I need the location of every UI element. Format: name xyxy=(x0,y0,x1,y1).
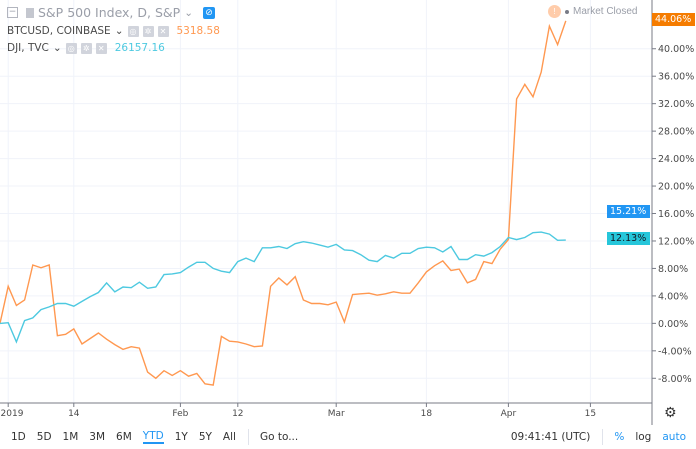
y-tick-label: 0.00% xyxy=(658,319,688,330)
divider xyxy=(602,429,604,445)
y-tick-label: 24.00% xyxy=(658,154,694,165)
x-tick-label: Apr xyxy=(501,409,517,419)
series-line-btcusd xyxy=(0,20,567,386)
range-6m[interactable]: 6M xyxy=(116,431,132,443)
bottom-toolbar: 1D 5D 1M 3M 6M YTD 1Y 5Y All Go to... 09… xyxy=(0,425,696,449)
y-tick-label: 28.00% xyxy=(658,127,694,138)
range-5d[interactable]: 5D xyxy=(36,431,52,443)
y-tick-label: 40.00% xyxy=(658,44,694,55)
flag-icon xyxy=(26,7,34,18)
x-tick-label: 18 xyxy=(421,409,433,419)
close-icon[interactable]: ✕ xyxy=(157,25,169,37)
data-window-icon[interactable]: ⊘ xyxy=(203,6,215,19)
range-3m[interactable]: 3M xyxy=(89,431,106,443)
settings-icon[interactable]: ✲ xyxy=(142,25,154,37)
divider xyxy=(247,429,249,445)
x-tick-label: 12 xyxy=(232,409,243,419)
series-line-dji xyxy=(0,231,566,344)
x-tick-label: 14 xyxy=(68,409,80,419)
eye-icon[interactable]: ◎ xyxy=(127,25,139,37)
y-tick-label: 8.00% xyxy=(658,264,688,275)
range-1m[interactable]: 1M xyxy=(62,431,79,443)
y-tick-label: 36.00% xyxy=(658,72,694,83)
series-label: BTCUSD, COINBASE xyxy=(7,25,111,37)
log-scale-toggle[interactable]: log xyxy=(635,431,652,443)
range-ytd[interactable]: YTD xyxy=(142,430,164,444)
price-chart[interactable]: 40.00% 36.00% 32.00% 28.00% 24.00% 20.00% 16.0… xyxy=(0,0,696,425)
y-tick-label: -8.00% xyxy=(658,374,692,385)
x-tick-label: Mar xyxy=(328,409,345,419)
warning-icon: ! xyxy=(548,5,561,18)
legend-row-dji[interactable]: DJI, TVC ⌄ ◎ ✲ ✕ 26157.16 xyxy=(7,42,165,54)
x-tick-label: 2019 xyxy=(1,409,24,419)
range-1y[interactable]: 1Y xyxy=(174,431,188,443)
goto-button[interactable]: Go to... xyxy=(259,431,299,443)
chevron-down-icon[interactable]: ⌄ xyxy=(52,42,62,54)
price-label-spx: 15.21% xyxy=(607,205,650,218)
settings-icon[interactable]: ✲ xyxy=(80,42,92,54)
y-tick-label: 12.00% xyxy=(658,236,694,247)
x-tick-label: 15 xyxy=(585,409,596,419)
price-label-dji: 12.13% xyxy=(607,232,650,245)
chevron-down-icon[interactable]: ⌄ xyxy=(184,6,193,19)
close-icon[interactable]: ✕ xyxy=(95,42,107,54)
series-value: 26157.16 xyxy=(114,42,165,54)
y-tick-label: -4.00% xyxy=(658,346,692,357)
eye-icon[interactable]: ◎ xyxy=(65,42,77,54)
auto-scale-toggle[interactable]: auto xyxy=(662,431,686,443)
market-status-text: Market Closed xyxy=(573,6,638,17)
range-5y[interactable]: 5Y xyxy=(198,431,212,443)
range-all[interactable]: All xyxy=(222,431,236,443)
market-status: ! Market Closed xyxy=(548,5,637,18)
legend-row-btcusd[interactable]: BTCUSD, COINBASE ⌄ ◎ ✲ ✕ 5318.58 xyxy=(7,25,220,37)
main-series-title[interactable]: S&P 500 Index, D, S&P xyxy=(38,5,181,20)
series-value: 5318.58 xyxy=(176,25,220,37)
percent-scale-toggle[interactable]: % xyxy=(614,431,625,443)
price-label-btcusd: 44.06% xyxy=(652,13,695,26)
x-tick-label: Feb xyxy=(172,409,188,419)
y-tick-label: 20.00% xyxy=(658,182,694,193)
chart-settings-icon[interactable]: ⚙ xyxy=(664,405,677,421)
series-label: DJI, TVC xyxy=(7,42,49,54)
y-tick-label: 4.00% xyxy=(658,291,688,302)
collapse-icon[interactable]: − xyxy=(7,7,18,18)
clock-time[interactable]: 09:41:41 (UTC) xyxy=(510,431,591,443)
status-dot-icon xyxy=(565,9,569,14)
y-tick-label: 32.00% xyxy=(658,99,694,110)
range-1d[interactable]: 1D xyxy=(11,431,26,443)
chevron-down-icon[interactable]: ⌄ xyxy=(114,25,124,37)
y-tick-label: 16.00% xyxy=(658,209,694,220)
main-series-legend[interactable]: − S&P 500 Index, D, S&P ⌄ ⊘ xyxy=(7,5,215,20)
